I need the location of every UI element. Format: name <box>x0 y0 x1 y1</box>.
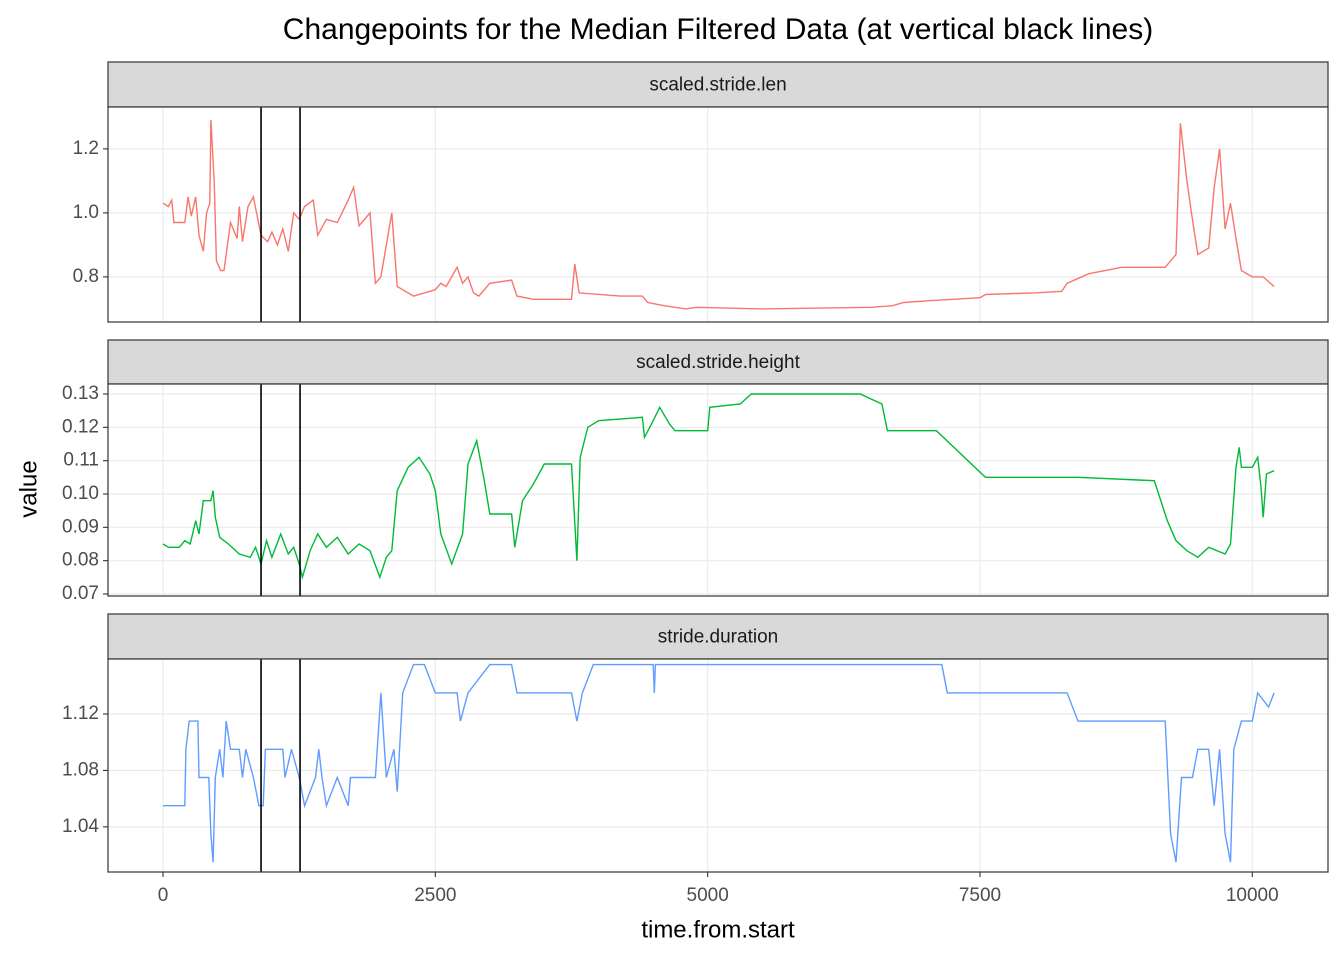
strip-label: scaled.stride.height <box>636 352 800 373</box>
chart-title: Changepoints for the Median Filtered Dat… <box>283 13 1153 46</box>
y-tick-label: 0.13 <box>62 383 99 404</box>
x-tick-label: 10000 <box>1226 885 1279 906</box>
x-tick-label: 2500 <box>414 885 456 906</box>
data-line <box>162 120 1275 310</box>
y-tick-label: 0.11 <box>63 450 99 471</box>
x-tick-label: 0 <box>158 885 169 906</box>
panel-background <box>108 384 1328 596</box>
y-tick-label: 0.07 <box>62 583 99 604</box>
x-axis-label: time.from.start <box>641 916 795 943</box>
y-tick-label: 1.08 <box>62 759 99 780</box>
strip-label: stride.duration <box>658 627 778 648</box>
panel-border <box>107 383 1329 597</box>
strip <box>107 613 1329 660</box>
y-tick-label: 1.04 <box>62 816 99 837</box>
y-tick-label: 0.08 <box>62 550 99 571</box>
y-tick-label: 1.0 <box>73 202 99 223</box>
strip <box>107 61 1329 108</box>
y-tick-label: 1.12 <box>62 703 99 724</box>
x-tick-label: 7500 <box>959 885 1001 906</box>
panel-background <box>108 107 1328 322</box>
data-line <box>163 663 1275 863</box>
x-tick-label: 5000 <box>687 885 729 906</box>
y-tick-label: 0.09 <box>62 516 99 537</box>
y-tick-label: 0.8 <box>73 266 99 287</box>
y-tick-label: 0.12 <box>62 416 99 437</box>
y-tick-label: 1.2 <box>73 138 99 159</box>
panel-border <box>107 658 1329 873</box>
panel-border <box>107 106 1329 323</box>
y-tick-label: 0.10 <box>62 483 99 504</box>
strip-label: scaled.stride.len <box>649 75 786 96</box>
panel-background <box>108 659 1328 872</box>
data-line <box>162 393 1275 581</box>
y-axis-label: value <box>15 460 42 517</box>
strip <box>107 339 1329 385</box>
